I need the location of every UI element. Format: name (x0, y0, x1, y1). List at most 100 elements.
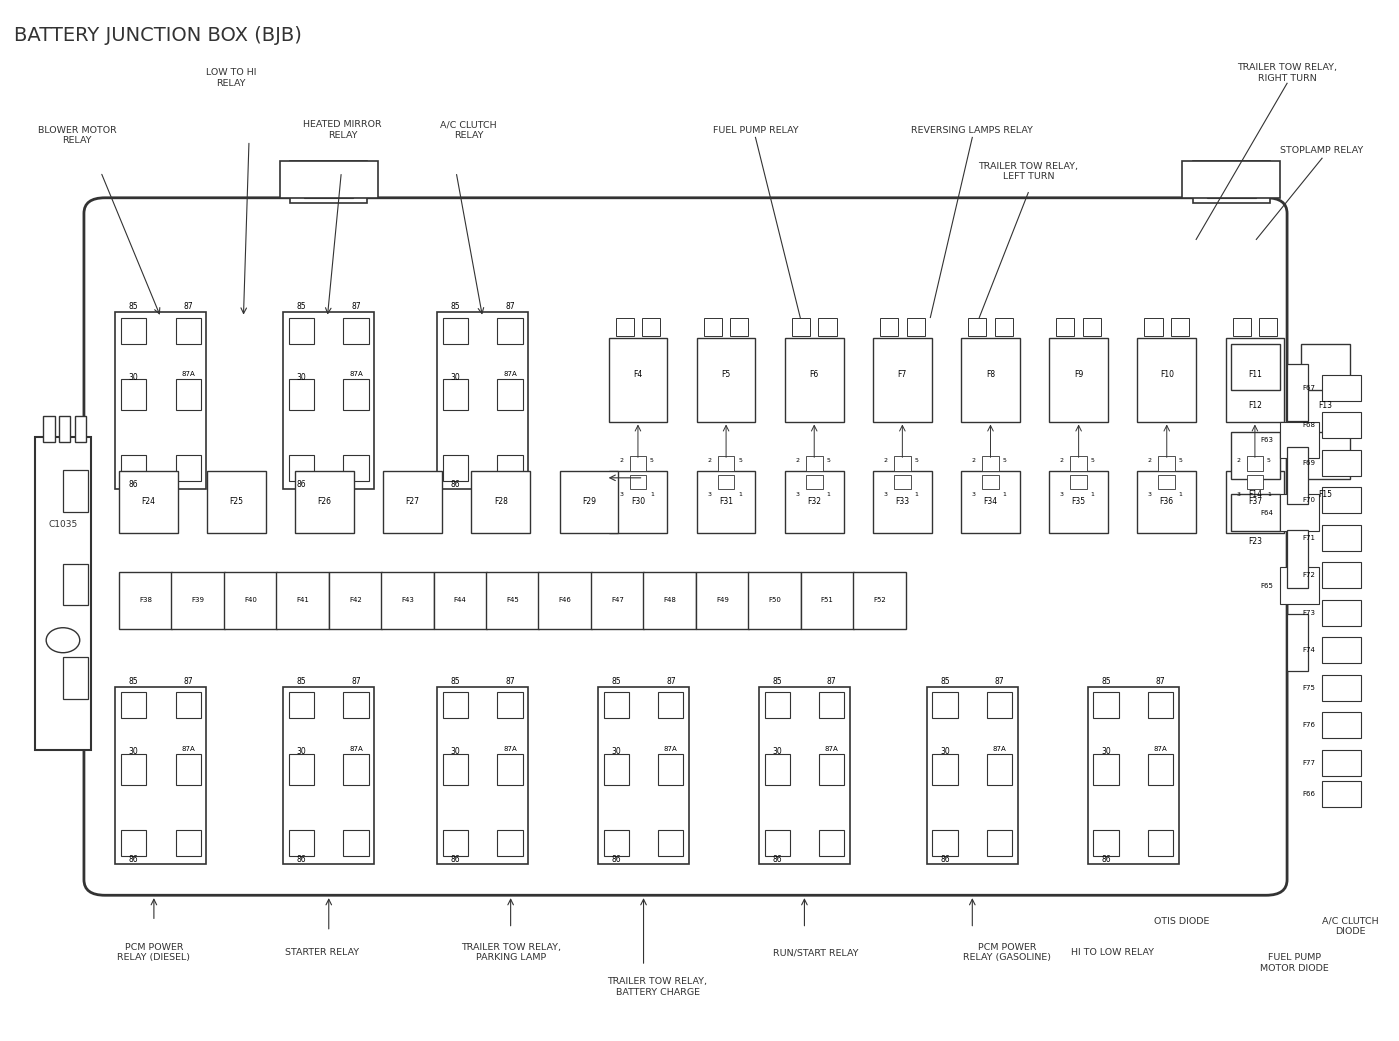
Bar (436, 687, 527, 864)
Text: HEATED MIRROR
RELAY: HEATED MIRROR RELAY (304, 121, 382, 139)
Bar (442, 455, 467, 481)
Text: 1: 1 (1179, 491, 1182, 497)
Bar (818, 754, 844, 785)
Text: 2: 2 (1149, 458, 1151, 463)
Text: F37: F37 (1248, 498, 1262, 506)
Text: 5: 5 (1091, 458, 1094, 463)
Bar (288, 692, 313, 718)
Text: 87A: 87A (993, 746, 1006, 753)
Bar (785, 338, 844, 422)
Bar (434, 572, 487, 629)
Bar (1287, 613, 1308, 670)
Text: A/C CLUTCH
RELAY: A/C CLUTCH RELAY (441, 121, 497, 139)
Bar (1158, 456, 1175, 471)
Bar (343, 379, 368, 410)
Text: F46: F46 (558, 598, 571, 603)
Text: F29: F29 (582, 498, 596, 506)
Bar (176, 455, 201, 481)
Bar (1147, 692, 1172, 718)
Text: 87A: 87A (825, 746, 838, 753)
Text: 1: 1 (915, 491, 918, 497)
Text: 86: 86 (297, 480, 306, 489)
Text: 1: 1 (1003, 491, 1006, 497)
Text: LOW TO HI
RELAY: LOW TO HI RELAY (206, 69, 256, 87)
Bar (288, 830, 313, 856)
Bar (1322, 675, 1361, 701)
Text: F66: F66 (1302, 791, 1315, 796)
Text: PCM POWER
RELAY (GASOLINE): PCM POWER RELAY (GASOLINE) (964, 943, 1051, 962)
Bar (1144, 318, 1163, 336)
Bar (1094, 754, 1118, 785)
Text: 30: 30 (450, 747, 460, 757)
Bar (1049, 338, 1108, 422)
Bar (120, 754, 145, 785)
Bar (1158, 475, 1175, 489)
Bar (343, 830, 368, 856)
Text: 86: 86 (450, 480, 460, 489)
Bar (291, 161, 367, 203)
Bar (894, 456, 911, 471)
Bar (1247, 456, 1263, 471)
Text: F68: F68 (1302, 423, 1315, 428)
Bar (560, 471, 618, 533)
Bar (63, 471, 88, 511)
Bar (329, 572, 382, 629)
Bar (283, 312, 374, 489)
Bar (1088, 687, 1178, 864)
Text: 85: 85 (297, 302, 306, 311)
Text: 87A: 87A (350, 746, 362, 753)
Text: F10: F10 (1160, 371, 1174, 379)
FancyBboxPatch shape (84, 198, 1287, 895)
Text: F27: F27 (406, 498, 420, 506)
Bar (792, 318, 810, 336)
Text: F8: F8 (986, 371, 995, 379)
Text: 2: 2 (796, 458, 799, 463)
Bar (120, 692, 145, 718)
Bar (995, 318, 1013, 336)
Bar (1147, 754, 1172, 785)
Bar (280, 161, 378, 198)
Text: F44: F44 (453, 598, 466, 603)
Text: 30: 30 (297, 373, 306, 382)
Text: 1: 1 (1091, 491, 1094, 497)
Bar (1056, 318, 1074, 336)
Text: F31: F31 (719, 498, 733, 506)
Bar (1137, 471, 1196, 533)
Bar (806, 456, 823, 471)
Text: PCM POWER
RELAY (DIESEL): PCM POWER RELAY (DIESEL) (118, 943, 190, 962)
Bar (1301, 344, 1350, 390)
Text: F5: F5 (722, 371, 730, 379)
Bar (1147, 830, 1172, 856)
Bar (986, 830, 1011, 856)
Bar (1231, 344, 1280, 390)
Text: F75: F75 (1302, 685, 1315, 690)
Text: 2: 2 (620, 458, 623, 463)
Text: 5: 5 (915, 458, 918, 463)
Text: 5: 5 (1179, 458, 1182, 463)
Text: 87A: 87A (665, 746, 677, 753)
Text: F9: F9 (1074, 371, 1083, 379)
Text: 30: 30 (129, 747, 139, 757)
Bar (442, 379, 467, 410)
Bar (442, 754, 467, 785)
Bar (295, 471, 354, 533)
Bar (1280, 494, 1319, 531)
Bar (343, 692, 368, 718)
Text: 5: 5 (827, 458, 830, 463)
Text: F14: F14 (1248, 490, 1263, 499)
Text: F77: F77 (1302, 760, 1315, 765)
Text: TRAILER TOW RELAY,
PARKING LAMP: TRAILER TOW RELAY, PARKING LAMP (460, 943, 561, 962)
Bar (288, 379, 313, 410)
Bar (616, 318, 634, 336)
Bar (1322, 562, 1361, 588)
Text: STARTER RELAY: STARTER RELAY (285, 948, 358, 957)
Text: F45: F45 (506, 598, 519, 603)
Bar (120, 379, 145, 410)
Text: 85: 85 (772, 677, 782, 686)
Bar (806, 475, 823, 489)
Text: 85: 85 (940, 677, 950, 686)
Bar (785, 471, 844, 533)
Text: 87A: 87A (182, 746, 194, 753)
Text: OTIS DIODE: OTIS DIODE (1154, 917, 1210, 925)
Text: TRAILER TOW RELAY,
LEFT TURN: TRAILER TOW RELAY, LEFT TURN (978, 162, 1079, 181)
